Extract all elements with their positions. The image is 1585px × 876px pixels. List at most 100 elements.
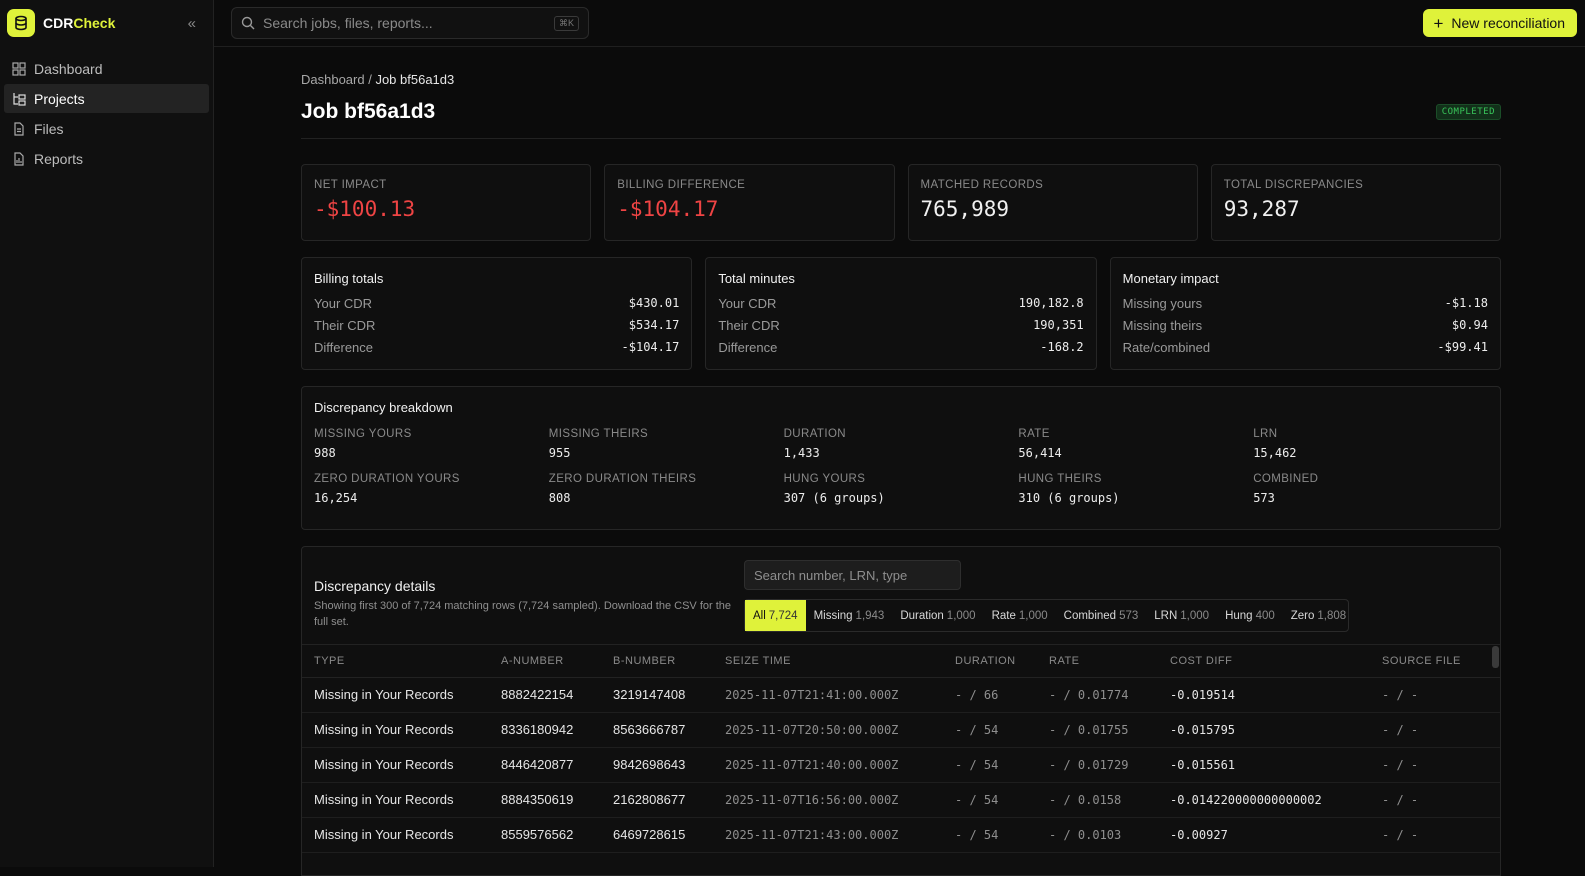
filter-tab-count: 7,724 [768, 609, 798, 622]
sidebar-item-files[interactable]: Files [4, 114, 209, 143]
cell-seize-time: 2025-11-07T20:50:00.000Z [713, 712, 943, 748]
filter-tab-hung[interactable]: Hung 400 [1217, 600, 1283, 631]
cell-cost-diff: -0.019514 [1158, 677, 1370, 713]
filter-tab-count: 1,808 [1317, 609, 1347, 622]
breakdown-label: MISSING THEIRS [548, 428, 649, 440]
summary-value: 190,182.8 [1018, 296, 1084, 310]
filter-tab-zero[interactable]: Zero 1,808 [1283, 600, 1354, 631]
sidebar-nav: Dashboard Projects Files Reports [0, 46, 213, 182]
table-row[interactable]: Missing in Your Records 8559576562 6469728… [302, 817, 1500, 853]
grid-icon [12, 61, 26, 76]
cell-cost-diff: -0.015561 [1158, 747, 1370, 783]
shortcut-hint: ⌘K [553, 15, 579, 31]
column-header[interactable]: B-NUMBER [601, 645, 713, 678]
sidebar-item-projects[interactable]: Projects [4, 84, 209, 113]
breakdown-value: 15,462 [1253, 446, 1297, 460]
cell-source-file: - / - [1370, 747, 1500, 783]
summary-row: Difference -168.2 [718, 336, 1083, 358]
cell-type: Missing in Your Records [302, 677, 489, 713]
status-badge: COMPLETED [1435, 104, 1501, 120]
breakdown-value: 1,433 [783, 446, 820, 460]
breakdown-value: 573 [1253, 491, 1275, 505]
table-row[interactable]: Missing in Your Records 8446420877 9842698… [302, 747, 1500, 783]
cell-type: Missing in Your Records [302, 817, 489, 853]
filter-tab-duration[interactable]: Duration 1,000 [892, 600, 983, 631]
filter-tab-label: Rate [991, 609, 1016, 622]
column-header[interactable]: DURATION [943, 645, 1037, 678]
summary-value: 190,351 [1033, 318, 1084, 332]
column-header[interactable]: A-NUMBER [489, 645, 601, 678]
filter-tab-missing[interactable]: Missing 1,943 [806, 600, 893, 631]
summary-row: Your CDR $430.01 [314, 292, 679, 314]
database-icon[interactable] [7, 9, 35, 37]
column-header[interactable]: RATE [1037, 645, 1158, 678]
summary-title: Monetary impact [1122, 271, 1219, 286]
cell-a-number: 8336180942 [489, 712, 601, 748]
new-reconciliation-button[interactable]: + New reconciliation [1423, 9, 1577, 37]
filter-tab-label: All [753, 609, 766, 622]
cell-duration: - / 54 [943, 817, 1037, 853]
brand-prefix: CDR [43, 15, 74, 31]
table-row[interactable]: Missing in Your Records 8336180942 8563666… [302, 712, 1500, 748]
search-placeholder: Search jobs, files, reports... [263, 15, 433, 31]
column-header[interactable]: COST DIFF [1158, 645, 1370, 678]
total-minutes-card: Total minutes Your CDR 190,182.8 Their CD… [705, 257, 1097, 370]
filter-tab-rate[interactable]: Rate 1,000 [984, 600, 1056, 631]
collapse-sidebar-icon[interactable]: « [187, 14, 196, 32]
filter-tab-count: 400 [1255, 609, 1275, 622]
breakdown-item: ZERO DURATION THEIRS 808 [549, 473, 784, 505]
filter-tab-lrn[interactable]: LRN 1,000 [1146, 600, 1217, 631]
breakdown-label: ZERO DURATION THEIRS [548, 473, 697, 485]
breakdown-label: HUNG YOURS [783, 473, 866, 485]
cell-a-number: 8882422154 [489, 677, 601, 713]
summary-row: Their CDR 190,351 [718, 314, 1083, 336]
title-row: Job bf56a1d3 COMPLETED [301, 99, 1501, 125]
filter-tab-label: LRN [1154, 609, 1178, 622]
filter-tab-label: Zero [1290, 609, 1315, 622]
column-header[interactable]: SEIZE TIME [713, 645, 943, 678]
kpi-card-matched-records: MATCHED RECORDS 765,989 [907, 164, 1198, 241]
breakdown-value: 56,414 [1018, 446, 1062, 460]
main-content: Dashboard / Job bf56a1d3 Job bf56a1d3 CO… [301, 47, 1501, 876]
summary-key: Your CDR [718, 295, 777, 311]
column-header[interactable]: TYPE [302, 645, 489, 678]
cell-a-number: 8446420877 [489, 747, 601, 783]
cell-b-number: 2162808677 [601, 782, 713, 818]
summary-value: -$1.18 [1444, 296, 1488, 310]
brand-name[interactable]: CDRCheck [43, 15, 115, 31]
search-icon [241, 16, 255, 30]
cell-a-number: 8559576562 [489, 817, 601, 853]
summary-row: Your CDR 190,182.8 [718, 292, 1083, 314]
table-scrollbar[interactable] [1492, 646, 1499, 668]
kpi-value: 93,287 [1223, 197, 1300, 221]
sidebar-item-reports[interactable]: Reports [4, 144, 209, 173]
cell-duration: - / 54 [943, 747, 1037, 783]
summary-title: Billing totals [314, 271, 384, 286]
cell-type: Missing in Your Records [302, 782, 489, 818]
cell-b-number: 8563666787 [601, 712, 713, 748]
cell-seize-time: 2025-11-07T21:43:00.000Z [713, 817, 943, 853]
global-search[interactable]: Search jobs, files, reports... ⌘K [231, 7, 589, 39]
details-header: Discrepancy details Showing first 300 of… [302, 547, 1500, 645]
breakdown-item: ZERO DURATION YOURS 16,254 [314, 473, 549, 505]
breakdown-value: 310 (6 groups) [1018, 491, 1120, 505]
filter-tab-label: Hung [1225, 609, 1253, 622]
summary-row: Missing yours -$1.18 [1123, 292, 1488, 314]
kpi-card-total-discrepancies: TOTAL DISCREPANCIES 93,287 [1210, 164, 1501, 241]
details-search-input[interactable] [744, 560, 961, 590]
divider [301, 138, 1501, 139]
breadcrumb-dashboard-link[interactable]: Dashboard [301, 72, 365, 87]
breakdown-item: HUNG THEIRS 310 (6 groups) [1018, 473, 1253, 505]
cell-rate: - / 0.0103 [1037, 817, 1158, 853]
cell-rate: - / 0.01774 [1037, 677, 1158, 713]
column-header[interactable]: SOURCE FILE [1370, 645, 1500, 678]
sidebar-item-dashboard[interactable]: Dashboard [4, 54, 209, 83]
kpi-value: -$100.13 [314, 197, 416, 221]
breadcrumb: Dashboard / Job bf56a1d3 [301, 72, 1501, 87]
filter-tab-combined[interactable]: Combined 573 [1056, 600, 1147, 631]
table-row[interactable]: Missing in Your Records 8882422154 3219147… [302, 677, 1500, 713]
table-row[interactable]: Missing in Your Records 8884350619 2162808… [302, 782, 1500, 818]
filter-tab-all[interactable]: All 7,724 [745, 600, 806, 631]
billing-totals-card: Billing totals Your CDR $430.01 Their CDR… [301, 257, 693, 370]
kpi-card-net-impact: NET IMPACT -$100.13 [301, 164, 592, 241]
